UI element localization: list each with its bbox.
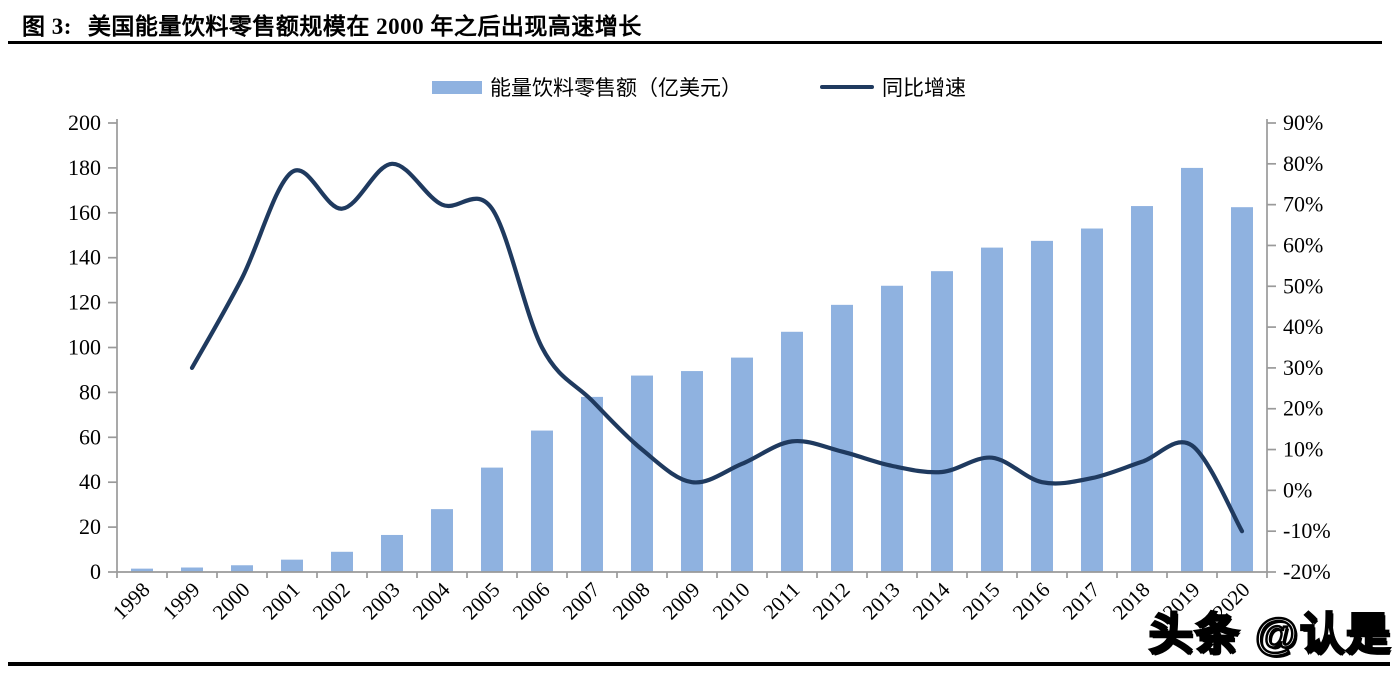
bar-2015	[981, 247, 1003, 572]
x-tick-label-2011: 2011	[758, 578, 804, 624]
y-right-tick-label: 30%	[1283, 355, 1323, 380]
x-tick-label-2007: 2007	[558, 578, 605, 625]
bar-1998	[131, 568, 153, 572]
x-tick-label-1998: 1998	[108, 578, 155, 625]
bar-2011	[781, 331, 803, 572]
figure-number: 图 3:	[22, 14, 72, 39]
growth-line	[189, 161, 1245, 534]
bar-2016	[1031, 240, 1053, 573]
figure-title: 图 3: 美国能量饮料零售额规模在 2000 年之后出现高速增长	[22, 7, 642, 41]
x-tick-label-1999: 1999	[158, 578, 205, 625]
x-tick-label-2006: 2006	[508, 578, 555, 625]
y-right-tick-label: 20%	[1283, 396, 1323, 421]
x-tick-label-2010: 2010	[708, 578, 755, 625]
x-tick-label-2001: 2001	[258, 578, 305, 625]
x-tick-label-2013: 2013	[858, 578, 905, 625]
x-tick-label-2017: 2017	[1058, 578, 1105, 625]
y-left-tick-label: 180	[68, 155, 101, 180]
y-right-tick-label: 70%	[1283, 192, 1323, 217]
bar-series-label: 能量饮料零售额（亿美元）	[490, 76, 742, 100]
y-left-tick-label: 60	[79, 424, 101, 449]
y-left-tick-label: 40	[79, 469, 101, 494]
bar-2012	[831, 304, 853, 572]
bar-series-swatch	[432, 80, 482, 94]
bar-2007	[581, 396, 603, 572]
bar-1999	[181, 567, 203, 572]
legend-item-growth: 同比增速	[820, 72, 966, 102]
bottom-border	[8, 662, 1390, 666]
bar-2017	[1081, 228, 1103, 572]
bar-2020	[1231, 207, 1253, 572]
y-left-tick-label: 140	[68, 245, 101, 270]
x-tick-label-2008: 2008	[608, 578, 655, 625]
bar-2019	[1181, 167, 1203, 572]
y-left-tick-label: 0	[90, 559, 101, 584]
bar-2002	[331, 551, 353, 572]
x-tick-label-2009: 2009	[658, 578, 705, 625]
x-tick-label-2005: 2005	[458, 578, 505, 625]
y-right-tick-label: -10%	[1283, 518, 1331, 543]
y-left-tick-label: 20	[79, 514, 101, 539]
y-right-tick-label: 50%	[1283, 273, 1323, 298]
bar-2013	[881, 285, 903, 572]
x-tick-label-2012: 2012	[808, 578, 855, 625]
bar-2005	[481, 467, 503, 572]
title-underline	[8, 41, 1382, 44]
bar-2004	[431, 509, 453, 572]
y-left-tick-label: 100	[68, 335, 101, 360]
y-right-tick-label: 60%	[1283, 232, 1323, 257]
watermark: 头条 @认是	[1148, 609, 1392, 661]
bar-2009	[681, 371, 703, 572]
x-tick-label-2000: 2000	[208, 578, 255, 625]
figure-title-text: 美国能量饮料零售额规模在 2000 年之后出现高速增长	[87, 14, 642, 39]
bar-2001	[281, 559, 303, 572]
y-right-tick-label: 0%	[1283, 477, 1312, 502]
bar-2003	[381, 534, 403, 572]
y-right-tick-label: -20%	[1283, 559, 1331, 584]
y-right-tick-label: 10%	[1283, 437, 1323, 462]
x-tick-label-2003: 2003	[358, 578, 405, 625]
legend-item-sales: 能量饮料零售额（亿美元）	[432, 72, 742, 102]
line-series-label: 同比增速	[882, 76, 966, 100]
bar-2014	[931, 271, 953, 572]
bar-2008	[631, 375, 653, 572]
chart-legend: 能量饮料零售额（亿美元） 同比增速	[0, 72, 1398, 102]
y-left-tick-label: 200	[68, 110, 101, 135]
y-left-tick-label: 120	[68, 290, 101, 315]
bar-2000	[231, 565, 253, 572]
y-right-tick-label: 40%	[1283, 314, 1323, 339]
x-tick-label-2018: 2018	[1108, 578, 1155, 625]
bar-2006	[531, 430, 553, 572]
y-left-tick-label: 160	[68, 200, 101, 225]
line-series-swatch	[820, 85, 874, 89]
y-right-tick-label: 90%	[1283, 110, 1323, 135]
bar-2018	[1131, 206, 1153, 572]
x-tick-label-2015: 2015	[958, 578, 1005, 625]
y-left-tick-label: 80	[79, 379, 101, 404]
x-tick-label-2016: 2016	[1008, 578, 1055, 625]
y-right-tick-label: 80%	[1283, 151, 1323, 176]
x-tick-label-2004: 2004	[408, 577, 455, 624]
x-tick-label-2002: 2002	[308, 578, 355, 625]
x-tick-label-2014: 2014	[908, 577, 955, 624]
